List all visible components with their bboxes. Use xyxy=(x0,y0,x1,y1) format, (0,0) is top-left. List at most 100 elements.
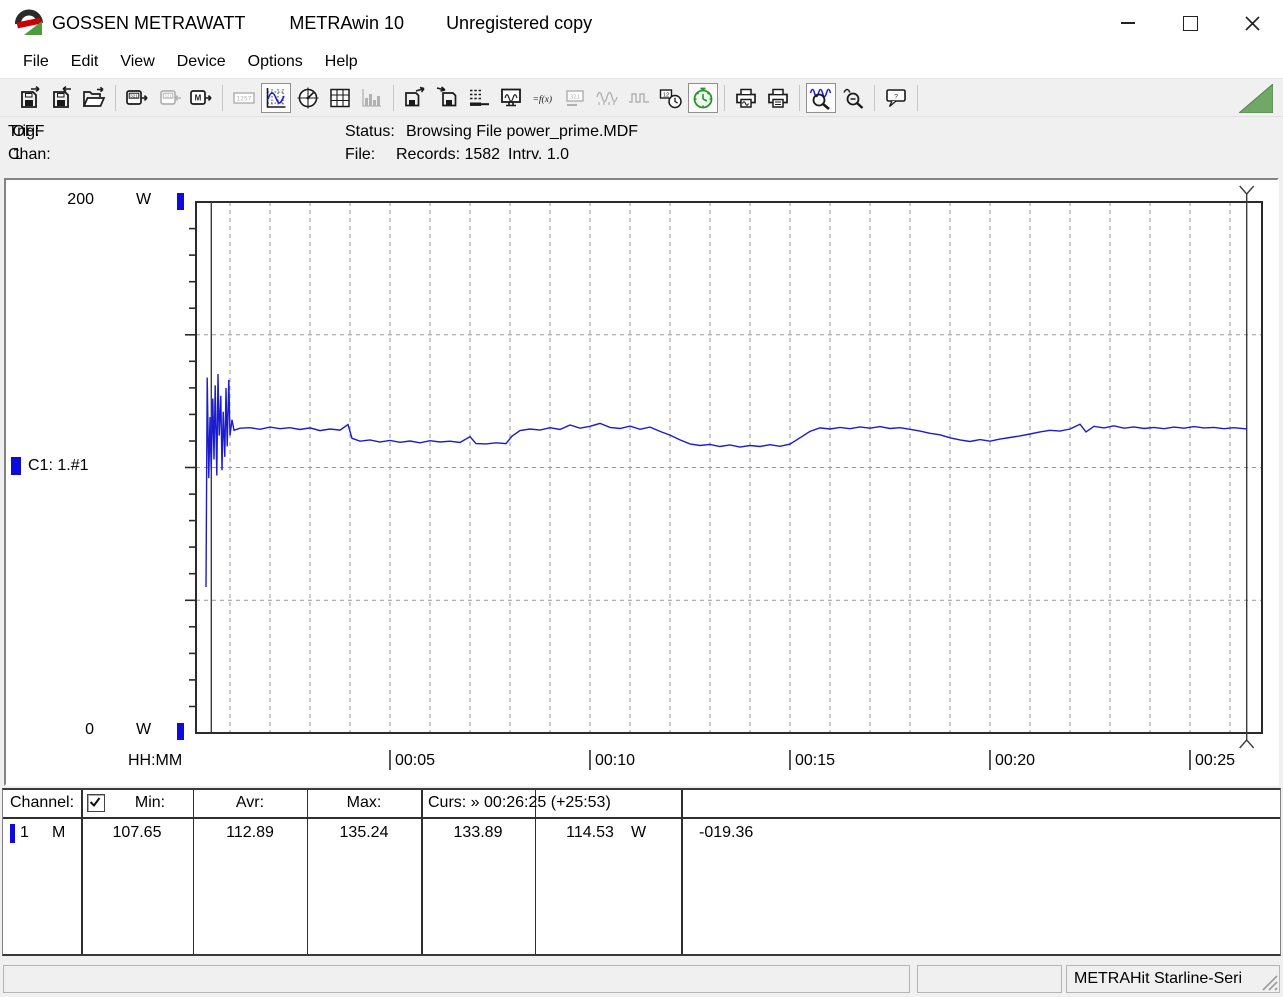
memory-read-button[interactable]: M xyxy=(186,83,216,113)
checkmark-icon xyxy=(89,797,101,808)
timer-button[interactable] xyxy=(688,82,718,113)
status-label: Status: xyxy=(345,123,395,140)
row-unit: W xyxy=(631,824,647,841)
view-numeric-icon: 1257 xyxy=(233,91,255,104)
menu-item-help[interactable]: Help xyxy=(324,53,358,70)
view-meter-button[interactable] xyxy=(293,83,323,113)
print-preview-button[interactable] xyxy=(731,83,761,113)
x-axis-label: 00:15 xyxy=(795,752,836,769)
channel-marker-top xyxy=(177,193,184,210)
device-write-icon: 321 xyxy=(160,89,181,105)
zoom-mode-icon xyxy=(809,88,832,110)
time-settings-button[interactable]: 12 xyxy=(656,83,686,113)
chart-panel: 200 W C1: 1.#1 0 W HH:MM 00:05 00:10 00:15… xyxy=(4,178,1279,786)
title-brand: GOSSEN METRAWATT xyxy=(52,12,246,33)
file-save-in-button[interactable] xyxy=(47,83,77,113)
min-max-checkbox[interactable] xyxy=(87,794,105,812)
menu-item-device[interactable]: Device xyxy=(176,53,226,70)
svg-text:1257: 1257 xyxy=(237,95,252,102)
cursor-2-line[interactable] xyxy=(1239,185,1255,749)
online-monitor-button[interactable] xyxy=(496,83,526,113)
svg-text:321: 321 xyxy=(570,94,580,100)
data-export-icon xyxy=(405,86,425,106)
device-read-button[interactable]: 321 xyxy=(122,83,152,113)
table-divider xyxy=(193,790,194,954)
annotation-icon: ? xyxy=(886,88,906,107)
formula-icon: =f(x) xyxy=(533,94,553,105)
status-bar-section-main xyxy=(3,965,910,993)
table-divider xyxy=(307,790,308,954)
table-header-divider xyxy=(3,817,1280,819)
waveform-sine-icon xyxy=(596,91,618,105)
table-divider xyxy=(421,790,423,954)
info-panel: Trig: OFF Chan: 1 Status: Browsing File … xyxy=(0,117,1283,176)
zoom-mode-button[interactable] xyxy=(806,82,836,113)
file-save-out-button[interactable] xyxy=(15,83,45,113)
plot-area xyxy=(185,185,1263,770)
menu-item-file[interactable]: File xyxy=(23,53,49,70)
device-read-icon: 321 xyxy=(126,89,148,105)
time-settings-icon: 12 xyxy=(659,88,682,108)
print-icon xyxy=(768,88,788,108)
channel-marker-legend xyxy=(11,457,21,475)
close-button[interactable] xyxy=(1221,0,1283,46)
menu-item-options[interactable]: Options xyxy=(247,53,303,70)
svg-text:=f(x): =f(x) xyxy=(533,94,553,105)
row-delta-value: -019.36 xyxy=(699,824,754,841)
file-open-button[interactable] xyxy=(79,83,109,113)
x-axis-label: 00:25 xyxy=(1195,752,1236,769)
row-channel-number: 1 xyxy=(20,824,29,841)
formula-button[interactable]: =f(x) xyxy=(528,83,558,113)
memory-read-icon: M xyxy=(190,89,212,105)
channel-legend-label: C1: 1.#1 xyxy=(28,457,89,474)
view-chart-button[interactable] xyxy=(261,82,291,113)
timer-icon xyxy=(693,87,713,108)
zoom-out-button[interactable] xyxy=(838,83,868,113)
channel-settings-button[interactable] xyxy=(464,83,494,113)
print-button[interactable] xyxy=(763,83,793,113)
col-header-min: Min: xyxy=(134,794,166,811)
data-export-button[interactable] xyxy=(400,83,430,113)
window-controls xyxy=(1097,0,1283,46)
chan-value: 1 xyxy=(12,146,22,163)
waveform-pulse-button xyxy=(624,83,654,113)
display-digits-icon: 321 xyxy=(566,89,584,106)
data-import-button[interactable] xyxy=(432,83,462,113)
corner-resize-triangle-icon[interactable] xyxy=(1239,84,1273,113)
svg-text:M: M xyxy=(195,93,202,102)
file-open-icon xyxy=(82,86,106,107)
toolbar-separator xyxy=(110,84,121,111)
y-axis-min-label: 0 xyxy=(85,721,94,738)
title-bar: GOSSEN METRAWATT METRAwin 10 Unregistere… xyxy=(0,0,1283,46)
menu-item-view[interactable]: View xyxy=(120,53,155,70)
y-axis-max-label: 200 xyxy=(67,191,94,208)
close-icon xyxy=(1244,15,1260,31)
maximize-button[interactable] xyxy=(1159,0,1221,46)
view-histogram-button xyxy=(357,83,387,113)
status-bar: METRAHit Starline-Seri xyxy=(0,960,1283,997)
waveform-pulse-icon xyxy=(629,92,649,103)
view-table-button[interactable] xyxy=(325,83,355,113)
minimize-button[interactable] xyxy=(1097,0,1159,46)
resize-grip-icon[interactable] xyxy=(1258,971,1278,991)
toolbar-separator xyxy=(794,84,805,111)
cursor-table: Channel: Min: Avr: Max: Curs: » 00:26:25… xyxy=(2,788,1281,956)
channel-marker-bottom xyxy=(177,723,184,740)
svg-text:321: 321 xyxy=(164,93,172,98)
annotation-button[interactable]: ? xyxy=(881,83,911,113)
online-monitor-icon xyxy=(501,88,521,106)
file-save-out-icon xyxy=(21,85,40,108)
svg-text:12: 12 xyxy=(663,92,669,98)
row-min-value: 107.65 xyxy=(112,824,162,841)
minimize-icon xyxy=(1121,22,1135,24)
table-divider xyxy=(81,790,83,954)
file-save-in-icon xyxy=(53,85,71,108)
status-bar-section-middle xyxy=(917,965,1062,993)
file-records: Records: 1582 xyxy=(396,146,501,163)
toolbar-separator xyxy=(217,84,228,111)
svg-text:?: ? xyxy=(894,93,898,100)
file-interval: Intrv. 1.0 xyxy=(508,146,570,163)
toolbar-separator xyxy=(388,84,399,111)
menu-item-edit[interactable]: Edit xyxy=(70,53,99,70)
display-digits-button: 321 xyxy=(560,83,590,113)
